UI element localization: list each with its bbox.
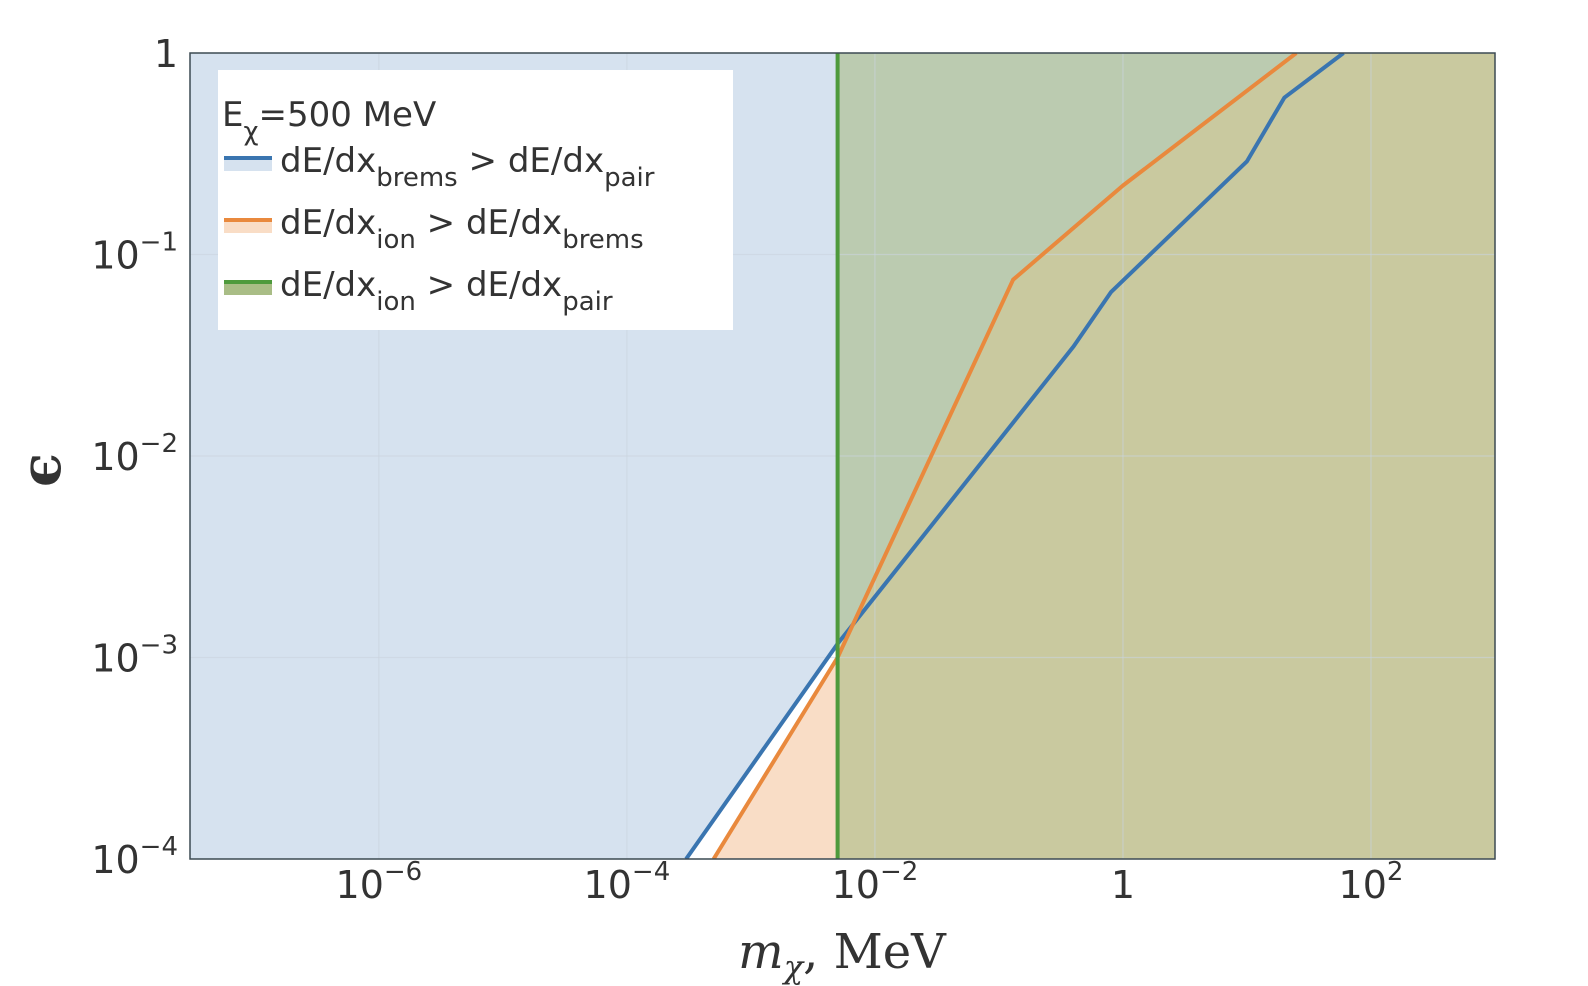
y-tick-labels: 110−110−210−310−4 — [91, 32, 178, 882]
x-axis-label-sub: χ — [782, 948, 805, 986]
legend-label-gap — [458, 141, 469, 181]
legend-label: dE/dxbrems > dE/dxpair — [280, 141, 655, 193]
x-tick-labels: 10−6 10−4 10−2 1 102 — [336, 857, 1404, 907]
x-tick-label: 10−2 — [832, 857, 919, 907]
y-tick-label-base: 10 — [91, 435, 139, 479]
plot-frame — [189, 52, 1496, 860]
x-axis-label-base: m — [738, 924, 784, 980]
series-2-line — [711, 53, 1298, 859]
legend-label-main: dE/dx — [280, 265, 376, 305]
legend-label-sub: brems — [562, 225, 644, 255]
legend: Eχ=500 MeV dE/dxbrems > dE/dxpair dE/dxi… — [218, 70, 733, 330]
x-tick-label: 1 — [1111, 863, 1135, 907]
legend-label-sub: ion — [376, 225, 416, 255]
legend-label-sub: brems — [376, 163, 458, 193]
y-tick-label: 10−3 — [91, 631, 178, 681]
y-tick-label-exp: −1 — [140, 228, 178, 258]
y-tick-label-exp: −2 — [140, 429, 178, 459]
y-tick-label: 10−1 — [91, 228, 178, 278]
x-tick-label-base: 10 — [832, 863, 880, 907]
x-tick-label-base: 1 — [1111, 863, 1135, 907]
legend-label: dE/dxion > dE/dxbrems — [280, 203, 644, 255]
legend-swatch-fill — [224, 157, 272, 171]
legend-label: dE/dxion > dE/dxpair — [280, 265, 613, 317]
x-tick-label: 102 — [1339, 857, 1404, 907]
series-lines — [684, 53, 1345, 859]
y-tick-label: 10−2 — [91, 429, 178, 479]
y-axis-label: ϵ — [8, 453, 74, 487]
legend-entries: dE/dxbrems > dE/dxpair dE/dxion > dE/dxb… — [224, 141, 655, 317]
legend-swatch-fill — [224, 281, 272, 295]
y-tick-label: 1 — [154, 32, 178, 76]
x-tick-label: 10−6 — [336, 857, 423, 907]
y-tick-label-exp: −3 — [140, 631, 178, 661]
y-tick-label-base: 10 — [91, 838, 139, 882]
x-tick-label-exp: −4 — [632, 857, 670, 887]
x-tick-label: 10−4 — [584, 857, 671, 907]
x-axis-label: mχ, MeV — [738, 924, 947, 986]
legend-label-gap — [416, 203, 427, 243]
legend-label-main: > dE/dx — [427, 203, 563, 243]
legend-title-base: E — [222, 95, 243, 135]
legend-swatch-fill — [224, 219, 272, 233]
y-tick-label: 10−4 — [91, 832, 178, 882]
x-axis-label-suffix: , MeV — [803, 924, 947, 980]
x-tick-label-base: 10 — [336, 863, 384, 907]
x-tick-label-base: 10 — [1339, 863, 1387, 907]
legend-box — [218, 70, 733, 330]
legend-label-gap — [416, 265, 427, 305]
x-tick-label-base: 10 — [584, 863, 632, 907]
x-tick-label-exp: −6 — [384, 857, 422, 887]
legend-label-main: > dE/dx — [427, 265, 563, 305]
legend-label-sub: ion — [376, 287, 416, 317]
x-tick-label-exp: 2 — [1387, 857, 1404, 887]
x-tick-label-exp: −2 — [880, 857, 918, 887]
y-tick-label-base: 10 — [91, 234, 139, 278]
y-tick-label-base: 10 — [91, 637, 139, 681]
legend-label-sub: pair — [562, 287, 613, 317]
y-tick-label-base: 1 — [154, 32, 178, 76]
legend-label-main: dE/dx — [280, 203, 376, 243]
legend-title: Eχ=500 MeV — [222, 95, 436, 147]
legend-label-main: > dE/dx — [469, 141, 605, 181]
legend-title-rest: =500 MeV — [259, 95, 437, 135]
legend-title-sub: χ — [243, 117, 258, 147]
legend-label-main: dE/dx — [280, 141, 376, 181]
y-tick-label-exp: −4 — [140, 832, 178, 862]
legend-label-sub: pair — [604, 163, 655, 193]
